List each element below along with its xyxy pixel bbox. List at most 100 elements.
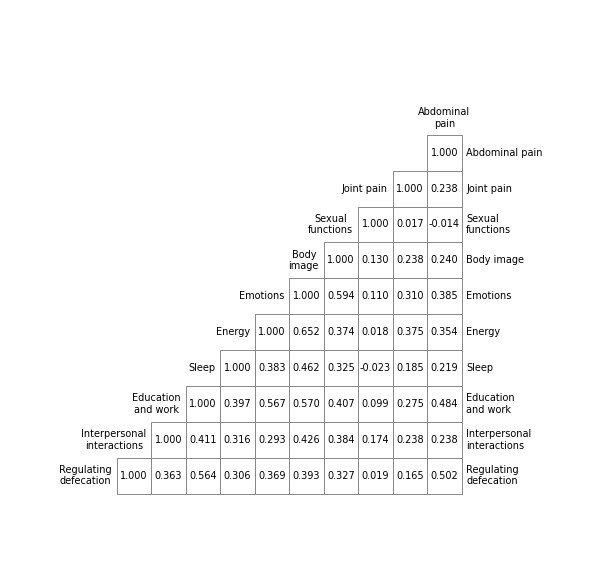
Text: 0.110: 0.110 <box>362 292 389 301</box>
Bar <box>393 386 427 422</box>
Text: 0.385: 0.385 <box>431 292 458 301</box>
Text: 0.484: 0.484 <box>431 399 458 409</box>
Text: 0.570: 0.570 <box>293 399 320 409</box>
Bar <box>255 422 289 458</box>
Bar <box>358 314 393 350</box>
Text: 0.238: 0.238 <box>431 184 458 194</box>
Text: 0.219: 0.219 <box>431 363 458 373</box>
Text: 1.000: 1.000 <box>189 399 217 409</box>
Bar <box>393 171 427 207</box>
Bar <box>358 422 393 458</box>
Bar <box>324 314 358 350</box>
Text: Regulating
defecation: Regulating defecation <box>59 465 112 486</box>
Text: Emotions: Emotions <box>239 292 285 301</box>
Bar <box>117 458 151 494</box>
Text: 0.238: 0.238 <box>431 435 458 445</box>
Text: Abdominal
pain: Abdominal pain <box>419 107 470 129</box>
Text: Body
image: Body image <box>288 250 319 271</box>
Bar <box>324 422 358 458</box>
Text: 0.383: 0.383 <box>258 363 285 373</box>
Bar <box>151 422 186 458</box>
Text: 0.363: 0.363 <box>155 471 182 481</box>
Text: Sexual
functions: Sexual functions <box>309 214 353 235</box>
Text: Body image: Body image <box>466 255 524 266</box>
Text: 0.325: 0.325 <box>327 363 355 373</box>
Text: 0.238: 0.238 <box>396 435 423 445</box>
Bar <box>324 279 358 314</box>
Text: -0.023: -0.023 <box>360 363 391 373</box>
Text: 0.564: 0.564 <box>189 471 217 481</box>
Bar <box>255 350 289 386</box>
Bar <box>358 386 393 422</box>
Text: Joint pain: Joint pain <box>342 184 388 194</box>
Bar <box>255 458 289 494</box>
Text: Education
and work: Education and work <box>133 393 181 415</box>
Text: 1.000: 1.000 <box>396 184 423 194</box>
Bar <box>220 386 255 422</box>
Text: 1.000: 1.000 <box>120 471 148 481</box>
Bar <box>393 314 427 350</box>
Bar <box>427 422 461 458</box>
Bar <box>289 422 324 458</box>
Text: 0.018: 0.018 <box>362 327 389 337</box>
Text: Joint pain: Joint pain <box>466 184 512 194</box>
Text: 0.369: 0.369 <box>258 471 285 481</box>
Text: Energy: Energy <box>466 327 500 337</box>
Bar <box>289 279 324 314</box>
Text: 0.384: 0.384 <box>327 435 354 445</box>
Text: 0.316: 0.316 <box>224 435 251 445</box>
Text: 0.019: 0.019 <box>362 471 389 481</box>
Text: Energy: Energy <box>216 327 250 337</box>
Text: 0.327: 0.327 <box>327 471 355 481</box>
Bar <box>427 171 461 207</box>
Bar <box>393 422 427 458</box>
Bar <box>151 458 186 494</box>
Bar <box>289 386 324 422</box>
Text: Education
and work: Education and work <box>466 393 515 415</box>
Bar <box>427 135 461 171</box>
Text: 0.652: 0.652 <box>293 327 320 337</box>
Bar <box>393 207 427 242</box>
Bar <box>220 458 255 494</box>
Text: 1.000: 1.000 <box>155 435 182 445</box>
Text: 0.240: 0.240 <box>431 255 458 266</box>
Text: Emotions: Emotions <box>466 292 511 301</box>
Bar <box>393 350 427 386</box>
Bar <box>393 279 427 314</box>
Text: Interpersonal
interactions: Interpersonal interactions <box>466 429 532 450</box>
Bar <box>358 242 393 279</box>
Bar <box>393 242 427 279</box>
Bar <box>358 350 393 386</box>
Bar <box>324 386 358 422</box>
Text: 1.000: 1.000 <box>431 147 458 158</box>
Text: 0.185: 0.185 <box>396 363 423 373</box>
Bar <box>427 386 461 422</box>
Bar <box>324 458 358 494</box>
Text: 1.000: 1.000 <box>362 219 389 229</box>
Text: 0.174: 0.174 <box>362 435 389 445</box>
Bar <box>324 242 358 279</box>
Bar <box>186 458 220 494</box>
Bar <box>220 350 255 386</box>
Bar <box>427 279 461 314</box>
Text: 0.375: 0.375 <box>396 327 423 337</box>
Text: 0.238: 0.238 <box>396 255 423 266</box>
Text: Sexual
functions: Sexual functions <box>466 214 511 235</box>
Text: Sleep: Sleep <box>188 363 216 373</box>
Text: 0.354: 0.354 <box>431 327 458 337</box>
Bar <box>427 350 461 386</box>
Text: 0.130: 0.130 <box>362 255 389 266</box>
Bar <box>186 386 220 422</box>
Text: 0.397: 0.397 <box>224 399 251 409</box>
Text: 0.099: 0.099 <box>362 399 389 409</box>
Text: Regulating
defecation: Regulating defecation <box>466 465 519 486</box>
Bar <box>186 422 220 458</box>
Text: 0.017: 0.017 <box>396 219 423 229</box>
Bar <box>427 458 461 494</box>
Text: 1.000: 1.000 <box>258 327 285 337</box>
Text: 0.393: 0.393 <box>293 471 320 481</box>
Bar <box>427 314 461 350</box>
Text: 0.411: 0.411 <box>189 435 217 445</box>
Text: 0.293: 0.293 <box>258 435 286 445</box>
Text: 0.567: 0.567 <box>258 399 286 409</box>
